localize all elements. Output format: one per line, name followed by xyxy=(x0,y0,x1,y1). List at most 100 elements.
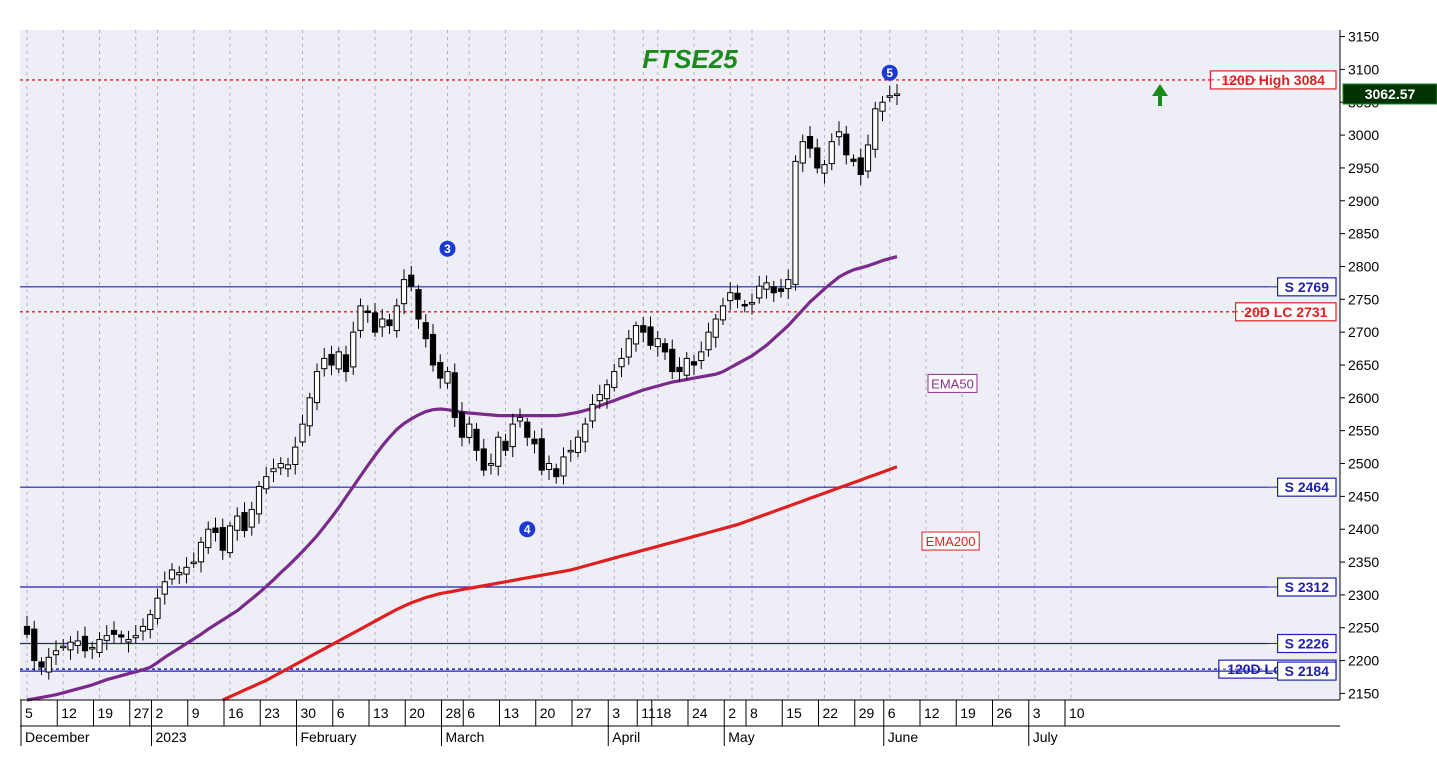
candle-body xyxy=(516,417,524,422)
candle-body xyxy=(81,635,89,652)
candle-body xyxy=(777,288,785,292)
candle-body xyxy=(212,527,219,533)
candle-body xyxy=(176,572,183,576)
candle-body xyxy=(132,635,139,639)
axis-layer: 2150 2200 2250 2300 2350 2400 2450 2500 2550 2600… xyxy=(20,29,1437,746)
candle-body xyxy=(444,371,451,384)
candle-body xyxy=(618,357,625,368)
candle-body xyxy=(632,325,640,345)
last-price-box xyxy=(1342,83,1437,105)
wave-marker xyxy=(881,64,898,81)
candle-body xyxy=(342,354,350,373)
level-label: S 2312 xyxy=(1285,579,1330,595)
last-price-label: 3062.57 xyxy=(1365,86,1416,102)
candle-body xyxy=(690,361,698,366)
candle-body xyxy=(408,274,415,287)
candle-body xyxy=(96,639,103,654)
level-label: 120D High 3084 xyxy=(1221,72,1325,88)
candle-body xyxy=(669,348,676,373)
candle-body xyxy=(495,436,502,467)
candle-body xyxy=(67,641,74,651)
wave-marker xyxy=(439,240,456,257)
candle-body xyxy=(234,515,241,531)
candle-body xyxy=(335,351,342,370)
candle-body xyxy=(582,423,589,443)
y-tick-label: 2350 xyxy=(1348,554,1379,570)
candle-body xyxy=(893,93,901,96)
candle-body xyxy=(567,449,574,453)
candle-body xyxy=(596,394,603,402)
x-tick-label: 12 xyxy=(61,705,77,721)
y-tick-label: 3150 xyxy=(1348,29,1379,45)
annotation-layer: 3 4 5 xyxy=(439,64,898,538)
candle-body xyxy=(168,569,176,580)
candle-body xyxy=(270,468,277,473)
candle-body xyxy=(770,286,777,294)
x-tick-label: 30 xyxy=(301,705,317,721)
candle-body xyxy=(379,318,386,328)
candle-body xyxy=(429,333,437,366)
x-tick-label: 22 xyxy=(823,705,839,721)
candle-body xyxy=(161,581,168,595)
candle-body xyxy=(843,133,850,156)
x-tick-label: 6 xyxy=(467,705,475,721)
x-tick-label: 27 xyxy=(576,705,592,721)
x-tick-label: 19 xyxy=(960,705,976,721)
y-tick-label: 2850 xyxy=(1348,226,1379,242)
x-tick-label: 13 xyxy=(373,705,389,721)
candle-body xyxy=(712,318,719,338)
candle-body xyxy=(835,131,843,138)
y-tick-label: 2800 xyxy=(1348,258,1379,274)
candle-body xyxy=(705,331,712,351)
candle-body xyxy=(147,614,154,631)
candle-body xyxy=(589,403,596,422)
candle-body xyxy=(538,438,545,471)
candle-body xyxy=(480,448,487,471)
candle-body xyxy=(321,357,328,370)
x-tick-label: 20 xyxy=(409,705,425,721)
x-tick-label: 19 xyxy=(98,705,114,721)
x-tick-label: 28 xyxy=(446,705,462,721)
candle-body xyxy=(357,305,364,331)
x-tick-label: 16 xyxy=(228,705,244,721)
candle-body xyxy=(110,629,118,635)
candle-body xyxy=(154,597,161,619)
y-tick-label: 2950 xyxy=(1348,160,1379,176)
candle-body xyxy=(451,372,458,419)
wave-marker xyxy=(519,521,536,538)
x-tick-label: 2 xyxy=(728,705,736,721)
x-tick-label: 2 xyxy=(156,705,164,721)
candle-body xyxy=(466,423,473,438)
candle-body xyxy=(828,141,835,165)
month-label: April xyxy=(612,729,640,745)
candle-body xyxy=(763,282,770,290)
month-label: March xyxy=(446,729,485,745)
y-tick-label: 3000 xyxy=(1348,127,1379,143)
candle-body xyxy=(850,158,857,162)
candle-body xyxy=(364,310,371,314)
month-label: 2023 xyxy=(156,729,187,745)
x-tick-label: 24 xyxy=(692,705,708,721)
x-tick-label: 6 xyxy=(888,705,896,721)
candle-body xyxy=(545,463,553,470)
candle-body xyxy=(864,144,872,172)
x-tick-label: 5 xyxy=(25,705,33,721)
month-label: February xyxy=(301,729,357,745)
level-label: S 2184 xyxy=(1285,663,1330,679)
month-label: December xyxy=(25,729,90,745)
candle-body xyxy=(118,634,125,638)
candle-body xyxy=(756,285,763,299)
level-label: S 2464 xyxy=(1285,479,1330,495)
candle-body xyxy=(422,322,429,340)
x-tick-label: 23 xyxy=(264,705,280,721)
candle-body xyxy=(879,101,886,112)
candle-body xyxy=(205,528,212,549)
candle-body xyxy=(386,319,393,327)
ema-label-box xyxy=(921,531,980,551)
y-tick-label: 2300 xyxy=(1348,587,1379,603)
candle-body xyxy=(524,421,531,438)
chart-title: FTSE25 xyxy=(642,44,738,74)
candle-body xyxy=(183,566,190,575)
level-label-box xyxy=(1209,70,1337,90)
x-tick-label: 26 xyxy=(997,705,1013,721)
